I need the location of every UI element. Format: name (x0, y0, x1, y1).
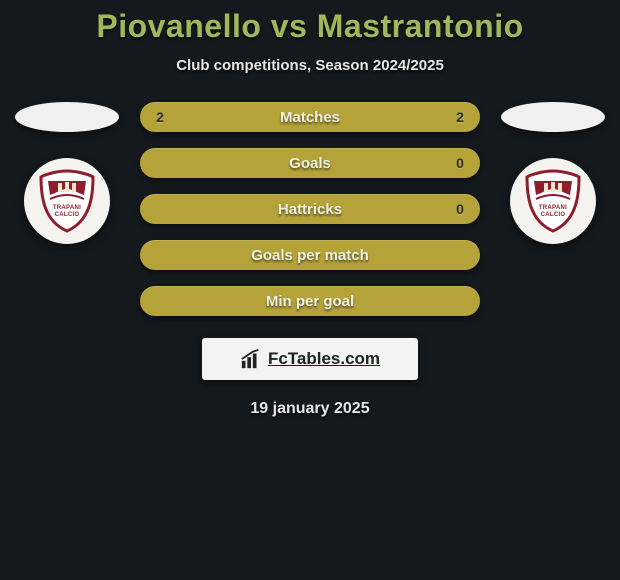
brand-name: FcTables.com (268, 349, 380, 369)
stat-label: Matches (140, 109, 480, 126)
shield-icon: TRAPANI CALCIO (524, 169, 582, 233)
club-name-right: TRAPANI CALCIO (531, 205, 575, 219)
player-right-avatar (501, 102, 605, 132)
page-title: Piovanello vs Mastrantonio (0, 8, 620, 45)
stat-label: Goals (140, 155, 480, 172)
stat-row-goals-per-match: Goals per match (140, 240, 480, 270)
shield-icon: TRAPANI CALCIO (38, 169, 96, 233)
stat-row-goals: Goals 0 (140, 148, 480, 178)
date-label: 19 january 2025 (0, 400, 620, 418)
stat-row-hattricks: Hattricks 0 (140, 194, 480, 224)
club-name-right-text: TRAPANI CALCIO (539, 205, 567, 218)
bar-chart-icon (240, 348, 262, 370)
comparison-body: TRAPANI CALCIO 2 Matches 2 Goals 0 Hattr… (0, 102, 620, 316)
stat-right-value: 0 (454, 155, 466, 171)
stat-left-value: 2 (154, 109, 166, 125)
club-name-left: TRAPANI CALCIO (45, 205, 89, 219)
stat-right-value: 2 (454, 109, 466, 125)
left-column: TRAPANI CALCIO (12, 102, 122, 244)
comparison-card: Piovanello vs Mastrantonio Club competit… (0, 0, 620, 418)
club-badge-right: TRAPANI CALCIO (510, 158, 596, 244)
stat-row-min-per-goal: Min per goal (140, 286, 480, 316)
brand-link[interactable]: FcTables.com (202, 338, 418, 380)
stat-label: Hattricks (140, 201, 480, 218)
stat-row-matches: 2 Matches 2 (140, 102, 480, 132)
club-name-left-text: TRAPANI CALCIO (53, 205, 81, 218)
club-badge-left: TRAPANI CALCIO (24, 158, 110, 244)
right-column: TRAPANI CALCIO (498, 102, 608, 244)
stat-label: Min per goal (140, 293, 480, 310)
stats-list: 2 Matches 2 Goals 0 Hattricks 0 Goals pe… (140, 102, 480, 316)
player-left-avatar (15, 102, 119, 132)
subtitle: Club competitions, Season 2024/2025 (0, 57, 620, 74)
stat-label: Goals per match (140, 247, 480, 264)
stat-right-value: 0 (454, 201, 466, 217)
